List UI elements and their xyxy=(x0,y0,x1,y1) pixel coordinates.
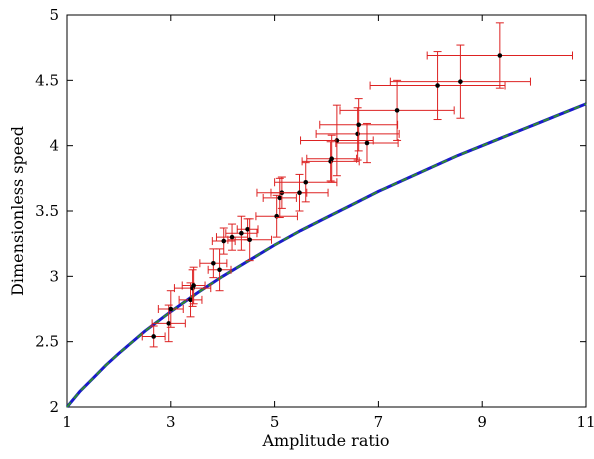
data-point xyxy=(229,234,235,240)
data-point xyxy=(277,195,283,201)
plot-frame xyxy=(66,14,587,408)
x-tick-label: 11 xyxy=(576,413,594,431)
data-point-group xyxy=(306,134,358,183)
y-tick-label: 3 xyxy=(49,267,59,285)
data-point-group xyxy=(301,141,360,182)
data-point-group xyxy=(225,215,258,251)
fit-curve-solid xyxy=(65,102,587,408)
y-axis-label: Dimensionless speed xyxy=(8,126,27,296)
x-tick-label: 5 xyxy=(270,413,280,431)
data-point-group xyxy=(199,248,228,279)
data-point-group xyxy=(339,79,455,141)
data-point-group xyxy=(157,290,184,328)
data-point xyxy=(221,238,227,244)
data-point-group xyxy=(389,44,531,119)
x-axis-label: Amplitude ratio xyxy=(261,431,389,450)
data-point xyxy=(191,283,196,288)
data-point xyxy=(355,131,360,137)
data-point xyxy=(303,179,309,185)
data-point xyxy=(435,83,440,88)
data-point-group xyxy=(178,282,203,318)
data-point xyxy=(356,122,361,128)
data-point xyxy=(334,138,340,143)
data-point xyxy=(297,190,302,196)
data-point-group xyxy=(270,173,329,212)
x-tick-label: 7 xyxy=(374,413,384,431)
data-point-group xyxy=(207,248,232,292)
data-point xyxy=(188,297,193,303)
data-point xyxy=(394,108,400,113)
y-tick-label: 4.5 xyxy=(35,71,59,89)
data-point xyxy=(329,156,334,162)
x-tick-label: 9 xyxy=(477,413,487,431)
data-point-group xyxy=(236,218,259,241)
data-point-group xyxy=(211,227,236,255)
data-point xyxy=(168,306,174,312)
y-tick-label: 5 xyxy=(49,6,59,24)
data-point xyxy=(166,321,172,326)
data-point xyxy=(245,226,250,232)
data-point xyxy=(217,267,222,273)
data-point-group xyxy=(426,22,574,89)
data-point-group xyxy=(335,122,399,164)
curve-layer xyxy=(65,102,587,408)
data-point-group xyxy=(315,107,400,161)
data-point-group xyxy=(227,218,272,262)
data-point-group xyxy=(181,266,206,305)
data-point xyxy=(247,237,252,243)
data-point xyxy=(458,79,463,84)
data-point-group xyxy=(369,51,506,121)
data-point-group xyxy=(300,104,374,177)
data-points-layer xyxy=(141,22,574,348)
y-tick-label: 2.5 xyxy=(35,333,59,351)
axis-ticks: 1 3 5 7 9 11 2 2.5 3 3.5 4 4.5 5 xyxy=(35,6,594,431)
data-point xyxy=(239,230,244,236)
data-point-group xyxy=(319,98,399,152)
data-point xyxy=(211,260,216,266)
y-tick-label: 2 xyxy=(49,398,59,416)
data-point-group xyxy=(262,177,297,219)
x-tick-label: 3 xyxy=(166,413,176,431)
data-point xyxy=(364,140,370,146)
fit-curve-dashed xyxy=(66,102,587,408)
data-point-group xyxy=(141,325,166,348)
y-tick-label: 3.5 xyxy=(35,202,59,220)
y-tick-label: 4 xyxy=(49,137,59,155)
data-point-group xyxy=(274,162,338,203)
data-point xyxy=(497,53,503,58)
x-tick-label: 1 xyxy=(62,413,72,431)
data-point-group xyxy=(255,194,298,238)
data-point-group xyxy=(151,304,186,343)
data-point xyxy=(151,334,156,339)
